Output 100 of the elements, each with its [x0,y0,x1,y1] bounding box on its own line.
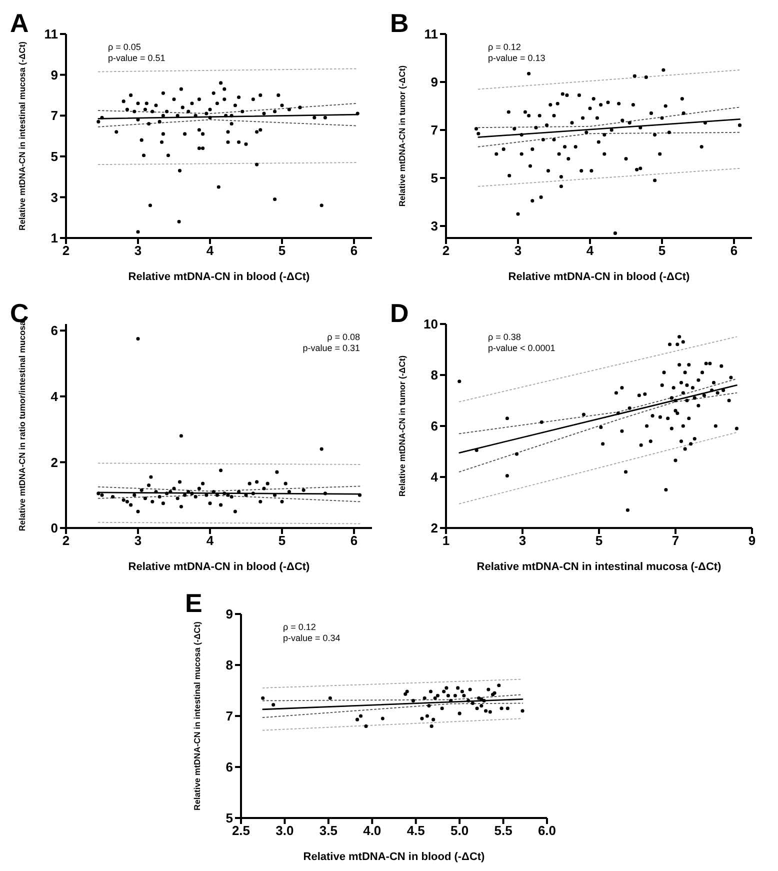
point [179,434,183,438]
x-axis-title: Relative mtDNA-CN in blood (-ΔCt) [128,561,310,573]
x-tick-label: 4.0 [363,823,382,838]
annotation: ρ = 0.12 [283,622,317,633]
x-tick-label: 2 [442,243,450,258]
line-series [458,378,738,434]
point [380,716,384,720]
y-tick-label: 2 [430,520,438,536]
x-axis-title: Relative mtDNA-CN in blood (-ΔCt) [303,851,486,863]
point [458,712,462,716]
point [466,698,470,702]
point [186,490,190,494]
x-tick-label: 5 [595,533,603,548]
x-tick-label: 4.5 [406,823,425,838]
y-axis-title: Relative mtDNA-CN in tumor (-ΔCt) [397,355,408,497]
y-tick-label: 2 [50,454,58,470]
point [233,510,237,514]
x-tick-label: 2 [62,533,70,548]
x-tick-label: 5 [278,243,286,258]
y-tick-label: 3 [50,190,58,205]
point [161,502,165,506]
point [154,490,158,494]
point [194,494,198,499]
point [477,696,481,700]
point [272,703,276,707]
point [251,492,255,496]
point [497,684,501,688]
point [440,706,444,710]
point [404,692,408,696]
point [320,447,324,451]
x-tick-label: 2 [62,243,70,258]
point [219,503,223,507]
x-tick-label: 6 [350,533,358,548]
point [197,486,201,490]
point [150,500,154,504]
x-tick-label: 5.0 [450,823,469,838]
x-tick-label: 4 [206,533,214,548]
point [275,470,279,474]
point [280,500,284,504]
x-axis-title: Relative mtDNA-CN in blood (-ΔCt) [128,271,310,283]
x-tick-label: 3 [134,243,142,258]
x-tick-label: 3 [134,533,142,548]
point [484,709,488,713]
point [488,710,492,714]
y-axis-title: Relative mtDNA-CN in intestinal mucosa (-ΔCt) [17,41,28,230]
point [427,704,431,708]
point [96,492,100,496]
point [258,500,262,504]
y-axis-title: Relative mtDNA-CN in tumor (-ΔCt) [397,65,408,207]
annotation: p-value < 0.0001 [488,343,556,354]
point [204,493,208,497]
point [179,504,183,508]
point [129,503,133,507]
point [284,482,288,486]
annotation: ρ = 0.08 [326,332,360,343]
point [428,690,433,694]
point [468,688,472,692]
x-tick-label: 3.5 [319,823,338,838]
y-tick-label: 5 [226,810,233,826]
annotation: p-value = 0.34 [283,633,340,644]
line-series [458,392,738,472]
x-tick-label: 5.5 [494,823,512,838]
y-tick-label: 11 [424,26,438,42]
point [470,701,474,706]
point [208,502,212,506]
y-tick-label: 7 [430,122,438,138]
x-tick-label: 5 [278,533,286,548]
point [111,494,115,499]
point [168,490,172,494]
y-tick-label: 6 [50,323,58,338]
point [475,706,479,710]
x-tick-label: 4 [586,243,594,258]
x-tick-label: 3.0 [276,823,294,838]
point [506,706,510,710]
point [176,496,180,500]
x-axis-title: Relative mtDNA-CN in blood (-ΔCt) [508,271,690,283]
chart-title: D [390,298,409,329]
y-tick-label: 8 [430,368,438,383]
y-tick-label: 6 [430,418,438,434]
x-tick-label: 6 [730,243,738,258]
x-tick-label: 2.5 [232,823,250,838]
x-axis-title: Relative mtDNA-CN in intestinal mucosa (-ΔCt) [476,561,722,573]
point [444,686,448,690]
point [201,482,205,486]
point [355,718,360,722]
point [183,493,187,497]
x-tick-label: 3 [514,243,522,258]
point [147,483,151,488]
y-tick-label: 7 [50,108,58,124]
y-tick-label: 9 [430,74,438,90]
x-tick-label: 7 [672,533,680,548]
point [442,690,446,694]
annotation: p-value = 0.13 [488,53,546,64]
chart-title: A [10,8,29,39]
point [136,337,140,341]
y-tick-label: 3 [430,218,438,234]
point [266,482,270,486]
x-tick-label: 9 [748,533,756,548]
point [100,493,104,497]
point [430,724,434,728]
